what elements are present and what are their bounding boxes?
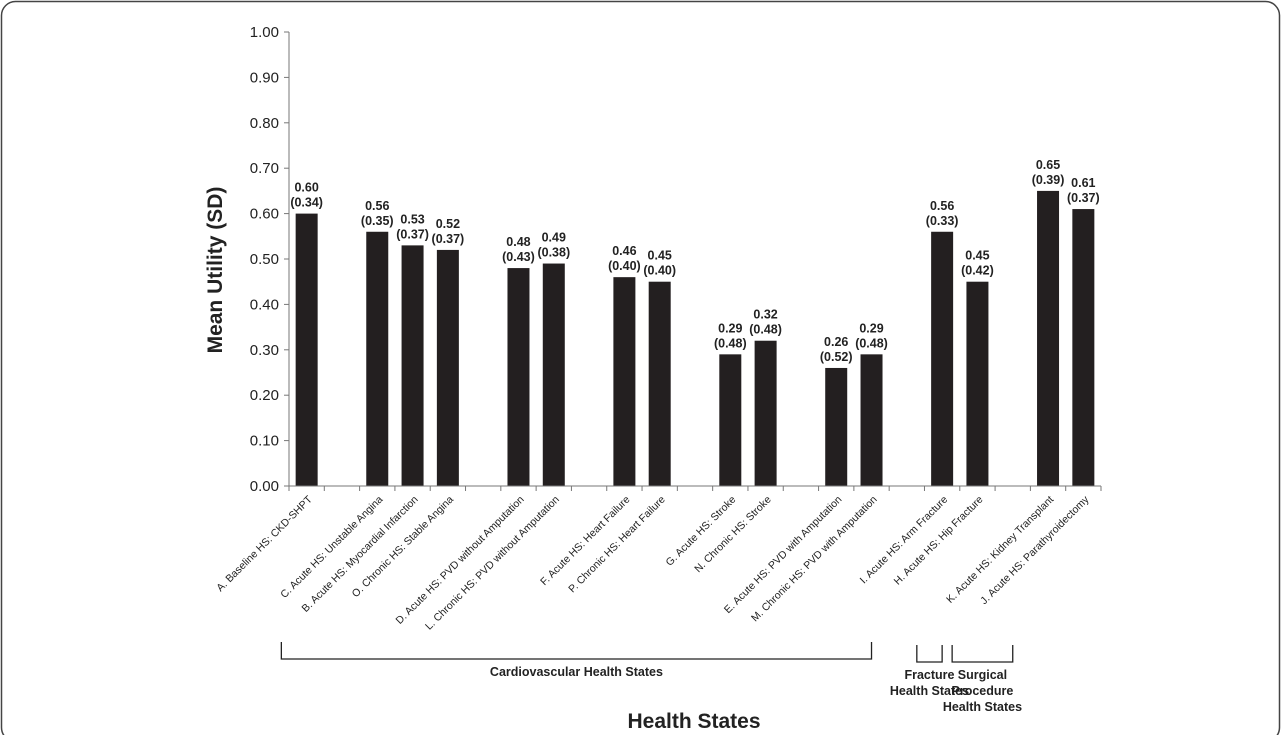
bar [295,213,318,486]
bar [966,281,989,486]
bar [648,281,671,486]
bar [436,249,459,486]
group-label: Cardiovascular Health States [490,665,663,679]
y-tick-label: 0.20 [250,387,279,404]
bar [542,263,565,486]
bar-sd-label: (0.33) [926,214,959,228]
bar [931,231,954,486]
y-tick-label: 0.00 [250,478,279,495]
y-axis-label: Mean Utility (SD) [204,187,227,354]
bar [1072,209,1095,486]
bar [754,340,777,486]
bar-sd-label: (0.39) [1032,173,1065,187]
y-tick-label: 0.50 [250,251,279,268]
bar-sd-label: (0.37) [1067,191,1100,205]
bar-value-label: 0.56 [930,199,954,213]
group-label: Procedure [952,684,1014,698]
y-tick-label: 0.70 [250,160,279,177]
bar-sd-label: (0.43) [502,250,535,264]
bar [1037,190,1060,486]
y-tick-label: 0.40 [250,296,279,313]
bar-value-label: 0.45 [965,249,989,263]
bar-sd-label: (0.40) [608,259,641,273]
group-label: Health States [943,700,1022,714]
bar-value-label: 0.45 [648,249,672,263]
bar [825,367,848,486]
bar-sd-label: (0.42) [961,264,994,278]
bar [860,354,883,486]
category-label: M. Chronic HS: PVD with Amputation [749,494,880,625]
bar-value-label: 0.60 [294,181,318,195]
bar-sd-label: (0.37) [396,227,429,241]
y-tick-label: 0.90 [250,69,279,86]
y-tick-label: 0.10 [250,433,279,450]
bar-value-label: 0.49 [542,231,566,245]
group-label: Fracture [904,668,954,682]
bar-value-label: 0.52 [436,217,460,231]
x-axis-label: Health States [627,710,760,733]
group-bracket [951,645,1014,663]
bar-sd-label: (0.37) [432,232,465,246]
bar-value-label: 0.53 [400,212,424,226]
bar-sd-label: (0.48) [749,323,782,337]
bar-sd-label: (0.48) [714,336,747,350]
category-label: D. Acute HS: PVD without Amputation [393,494,526,627]
group-bracket [916,645,943,663]
category-label: L. Chronic HS: PVD without Amputation [423,494,562,633]
y-tick-label: 0.80 [250,115,279,132]
bar-sd-label: (0.38) [537,246,570,260]
bar-value-label: 0.65 [1036,158,1060,172]
group-label: Surgical [958,668,1007,682]
bar-value-label: 0.29 [859,321,883,335]
bar-value-label: 0.29 [718,321,742,335]
bar [613,277,636,486]
bar-sd-label: (0.52) [820,350,853,364]
group-label: Health States [890,684,969,698]
bar [507,268,530,486]
bar-value-label: 0.26 [824,335,848,349]
bar-sd-label: (0.34) [290,196,323,210]
bar-value-label: 0.46 [612,244,636,258]
bar-sd-label: (0.48) [855,336,888,350]
bar-value-label: 0.32 [753,308,777,322]
y-tick-label: 1.00 [250,24,279,41]
bar [401,245,424,486]
bar [719,354,742,486]
bar-sd-label: (0.40) [643,264,676,278]
bar-value-label: 0.61 [1071,176,1095,190]
bar-value-label: 0.48 [506,235,530,249]
bar-sd-label: (0.35) [361,214,394,228]
bar-value-label: 0.56 [365,199,389,213]
bar [366,231,389,486]
y-tick-label: 0.60 [250,206,279,223]
group-bracket [280,642,873,660]
y-tick-label: 0.30 [250,342,279,359]
